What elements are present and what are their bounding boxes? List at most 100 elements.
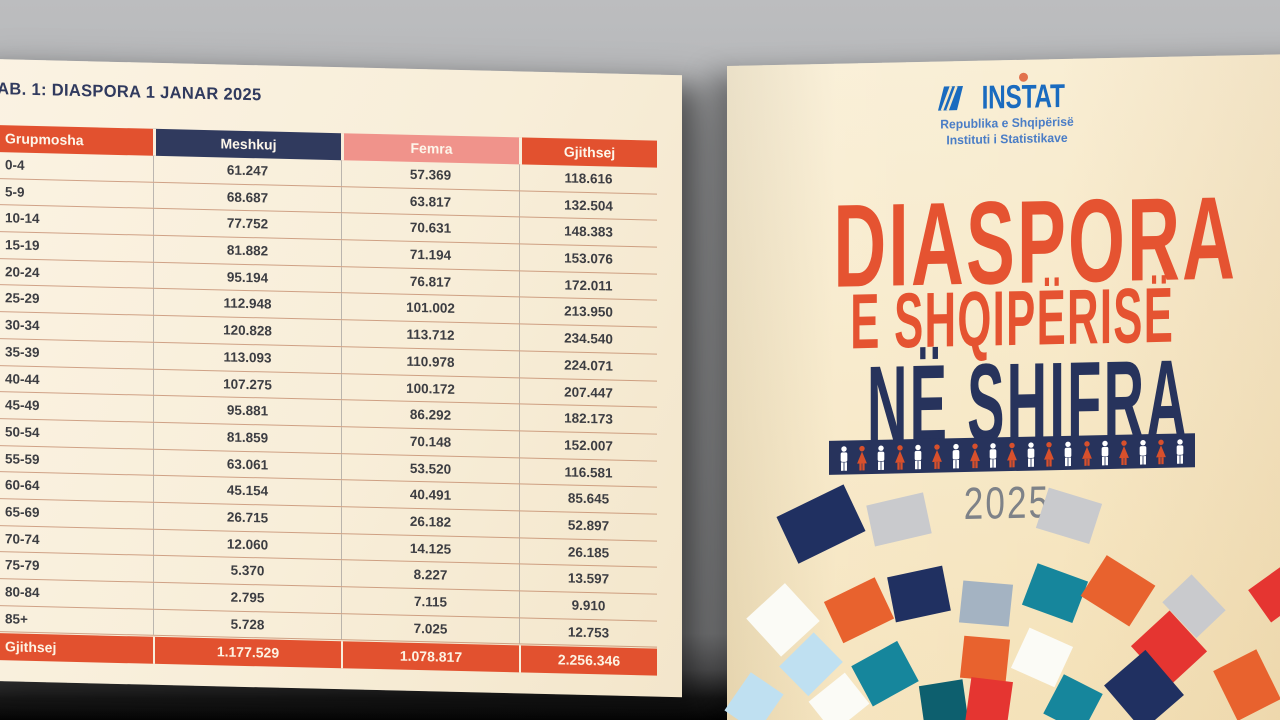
cell-group: 80-84 [5, 584, 40, 601]
female-figure-icon [930, 443, 944, 470]
cell-group: 25-29 [5, 290, 40, 307]
cell-female: 113.712 [341, 320, 519, 351]
cell-group: 75-79 [5, 557, 40, 574]
cell-group: 60-64 [5, 477, 40, 494]
cell-total: 224.071 [519, 351, 657, 381]
diaspora-table-page: TAB. 1: DIASPORA 1 JANAR 2025 Grupmosha … [0, 58, 682, 698]
cell-total: 153.076 [519, 244, 657, 274]
decor-rectangles [724, 53, 1280, 720]
total-all: 2.256.346 [519, 645, 657, 677]
cell-group: 30-34 [5, 317, 40, 334]
instat-logo-mark-icon [934, 84, 964, 113]
decor-rect [776, 484, 866, 564]
cell-male: 77.752 [153, 209, 341, 240]
cell-female: 71.194 [341, 240, 519, 271]
male-figure-icon [1136, 439, 1150, 466]
cell-male: 112.948 [153, 289, 341, 320]
cell-female: 100.172 [341, 373, 519, 404]
decor-rect [866, 492, 932, 547]
male-figure-icon [1024, 441, 1038, 468]
cell-total: 9.910 [519, 591, 657, 621]
cell-group: 45-49 [5, 397, 40, 414]
cell-total: 132.504 [519, 191, 657, 221]
cell-group: 15-19 [5, 237, 40, 254]
cell-female: 110.978 [341, 347, 519, 377]
total-male: 1.177.529 [153, 637, 341, 669]
male-figure-icon [1173, 438, 1187, 465]
column-header-grupmosha: Grupmosha [0, 124, 153, 156]
cell-female: 14.125 [341, 533, 519, 564]
cell-male: 81.859 [153, 422, 341, 453]
decor-rect [958, 580, 1014, 627]
cell-total: 207.447 [519, 377, 657, 407]
cell-male: 63.061 [153, 449, 341, 480]
diaspora-table: Grupmosha Meshkuj Femra Gjithsej 0-4 61.2… [0, 124, 657, 677]
cell-total: 26.185 [519, 538, 657, 567]
female-figure-icon [855, 445, 869, 472]
cell-female: 70.148 [341, 427, 519, 457]
decor-rect [1248, 566, 1280, 623]
female-figure-icon [893, 444, 907, 471]
cell-female: 57.369 [341, 160, 519, 191]
cell-total: 52.897 [519, 511, 657, 541]
cell-male: 45.154 [153, 476, 341, 507]
cell-male: 26.715 [153, 502, 341, 533]
female-figure-icon [1005, 442, 1019, 469]
cell-total: 213.950 [519, 297, 657, 327]
cell-male: 5.728 [153, 609, 341, 640]
male-figure-icon [949, 443, 963, 470]
decor-rect [1080, 555, 1156, 627]
cell-female: 101.002 [341, 293, 519, 324]
cell-total: 118.616 [519, 164, 657, 194]
cell-total: 12.753 [519, 618, 657, 648]
male-figure-icon [837, 445, 851, 472]
decor-rect [1213, 649, 1280, 720]
decor-rect [887, 565, 951, 623]
cell-male: 120.828 [153, 315, 341, 347]
population-pictogram-band [829, 433, 1195, 475]
cell-male: 81.882 [153, 235, 341, 266]
cell-group: 0-4 [5, 157, 25, 173]
cell-female: 63.817 [341, 186, 519, 217]
cell-total: 152.007 [519, 431, 657, 461]
cell-group: 65-69 [5, 504, 40, 521]
decor-rect [918, 679, 970, 720]
female-figure-icon [968, 443, 982, 470]
cell-female: 53.520 [341, 453, 519, 484]
cover-content: INSTAT Republika e Shqipërisë Instituti … [727, 54, 1280, 720]
cell-group: 50-54 [5, 424, 40, 440]
cell-total: 116.581 [519, 457, 657, 487]
male-figure-icon [1098, 440, 1112, 467]
cell-male: 95.881 [153, 395, 341, 427]
female-figure-icon [1117, 440, 1131, 467]
cell-female: 70.631 [341, 213, 519, 244]
cell-female: 86.292 [341, 400, 519, 431]
cell-male: 12.060 [153, 529, 341, 560]
cell-female: 8.227 [341, 560, 519, 591]
cell-female: 7.025 [341, 613, 519, 644]
column-header-femra: Femra [341, 133, 519, 165]
cell-male: 107.275 [153, 369, 341, 400]
cell-group: 40-44 [5, 370, 40, 387]
decor-rect [724, 672, 784, 720]
cell-female: 26.182 [341, 507, 519, 538]
cell-female: 76.817 [341, 266, 519, 297]
cell-total: 13.597 [519, 564, 657, 594]
decor-rect [1035, 487, 1103, 545]
cell-group: 70-74 [5, 530, 40, 547]
cell-male: 95.194 [153, 262, 341, 293]
cell-female: 7.115 [341, 587, 519, 618]
female-figure-icon [1154, 439, 1168, 466]
cell-male: 2.795 [153, 582, 341, 613]
cell-total: 85.645 [519, 484, 657, 514]
instat-logo: INSTAT [727, 72, 1280, 119]
cell-group: 85+ [5, 610, 28, 627]
male-figure-icon [874, 445, 888, 472]
decor-rect [1021, 563, 1089, 623]
cell-group: 5-9 [5, 183, 25, 200]
cell-group: 10-14 [5, 210, 40, 227]
publication-cover: INSTAT Republika e Shqipërisë Instituti … [724, 53, 1280, 720]
cell-male: 5.370 [153, 556, 341, 587]
cell-total: 148.383 [519, 217, 657, 247]
